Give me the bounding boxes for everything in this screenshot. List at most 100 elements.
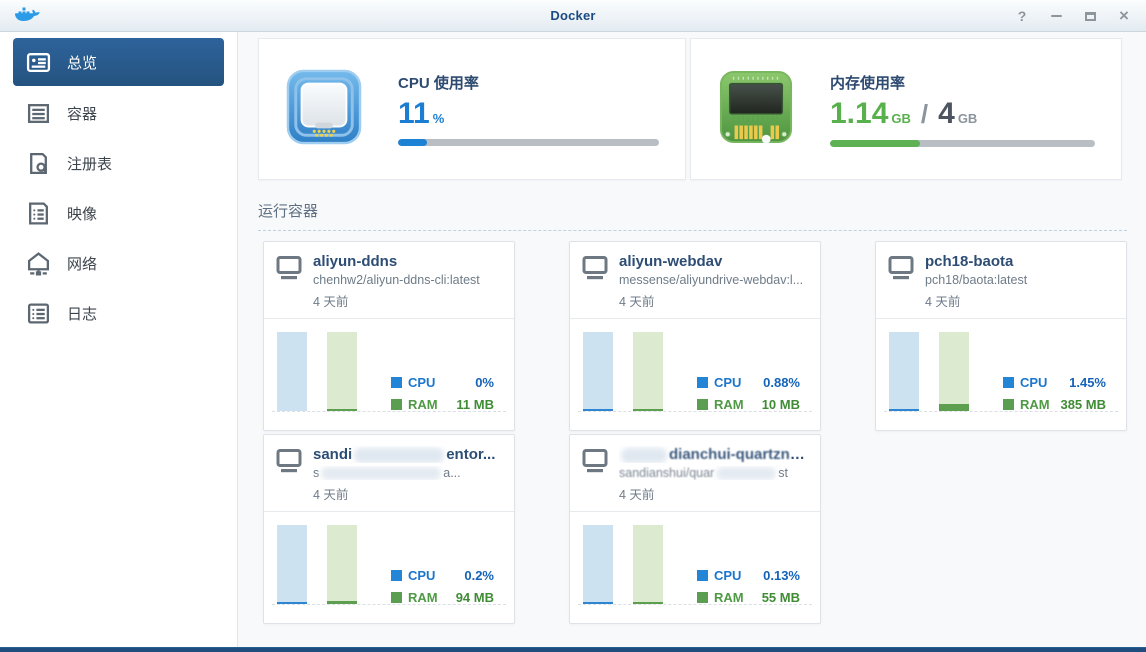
cpu-bar <box>277 525 307 604</box>
sidebar-item-overview[interactable]: 总览 <box>13 38 224 86</box>
sidebar-item-label: 容器 <box>67 105 98 123</box>
ram-bar <box>327 332 357 411</box>
chart-baseline <box>578 604 812 605</box>
container-card-aliyun-webdav[interactable]: aliyun-webdav messense/aliyundrive-webda… <box>569 241 821 431</box>
container-monitor-icon <box>276 446 302 511</box>
sidebar-item-label: 网络 <box>67 255 98 273</box>
cpu-bar <box>583 332 613 411</box>
running-containers-header: 运行容器 <box>258 200 1127 231</box>
container-monitor-icon <box>582 446 608 511</box>
containers-icon <box>25 100 51 126</box>
cpu-value: 0.88% <box>763 375 800 390</box>
ram-bar <box>633 332 663 411</box>
ram-value: 385 MB <box>1060 397 1106 412</box>
cpu-usage-value: 11 % <box>398 97 445 130</box>
overview-icon <box>25 49 51 75</box>
usage-bars <box>889 332 969 411</box>
cpu-legend-swatch <box>391 570 402 581</box>
ram-bar <box>939 332 969 411</box>
usage-bars <box>583 525 663 604</box>
help-button[interactable]: ? <box>1017 8 1027 24</box>
sidebar-item-label: 总览 <box>67 54 98 72</box>
ram-value: 11 MB <box>456 397 494 412</box>
usage-legend: CPU 0.2% RAM 94 MB <box>391 561 494 605</box>
container-age: 4 天前 <box>619 488 655 503</box>
cpu-value: 0.2% <box>464 568 494 583</box>
container-image: sandianshui/quar st <box>619 466 788 481</box>
cpu-legend-swatch <box>697 570 708 581</box>
container-card-aliyun-ddns[interactable]: aliyun-ddns chenhw2/aliyun-ddns-cli:late… <box>263 241 515 431</box>
usage-bars <box>583 332 663 411</box>
cpu-legend-swatch <box>697 377 708 388</box>
container-name: aliyun-ddns <box>313 253 398 270</box>
ram-legend-swatch <box>391 592 402 603</box>
chart-baseline <box>272 604 506 605</box>
container-card-redacted-2[interactable]: dianchui-quartzno .. sandianshui/quar st … <box>569 434 821 624</box>
cpu-legend-swatch <box>391 377 402 388</box>
ram-bar <box>327 525 357 604</box>
summary-row: CPU 使用率 11 % <box>258 38 1127 180</box>
container-monitor-icon <box>582 253 608 318</box>
container-image: messense/aliyundrive-webdav:l... <box>619 273 804 287</box>
container-card-redacted-1[interactable]: sandi entor... s a... 4 天前 CPU 0.2% RAM 94 M… <box>263 434 515 624</box>
container-card-pch18-baota[interactable]: pch18-baota pch18/baota:latest 4 天前 CPU 1… <box>875 241 1127 431</box>
sidebar-item-network[interactable]: 网络 <box>13 238 224 288</box>
container-grid: aliyun-ddns chenhw2/aliyun-ddns-cli:late… <box>258 241 1127 624</box>
window-controls: ? × <box>1012 0 1134 32</box>
overview-content: CPU 使用率 11 % <box>238 32 1146 647</box>
container-image: pch18/baota:latest <box>925 273 1028 287</box>
close-button[interactable]: × <box>1119 6 1129 25</box>
sidebar-item-containers[interactable]: 容器 <box>13 88 224 138</box>
docker-whale-icon <box>14 6 40 26</box>
container-monitor-icon <box>276 253 302 318</box>
log-icon <box>25 300 51 326</box>
maximize-button[interactable] <box>1080 7 1100 25</box>
cpu-usage-card: CPU 使用率 11 % <box>258 38 686 180</box>
usage-legend: CPU 0.13% RAM 55 MB <box>697 561 800 605</box>
cpu-usage-label: CPU 使用率 <box>398 75 479 92</box>
network-icon <box>25 250 51 276</box>
memory-usage-card: 内存使用率 1.14 GB / 4 GB <box>690 38 1122 180</box>
sidebar-item-label: 注册表 <box>67 155 113 173</box>
chart-baseline <box>272 411 506 412</box>
usage-bars <box>277 332 357 411</box>
sidebar-item-images[interactable]: 映像 <box>13 188 224 238</box>
window-title: Docker <box>550 8 596 23</box>
sidebar-item-logs[interactable]: 日志 <box>13 288 224 338</box>
memory-usage-label: 内存使用率 <box>830 74 906 92</box>
chart-baseline <box>884 411 1118 412</box>
ram-chip-icon <box>718 69 794 150</box>
container-age: 4 天前 <box>313 295 349 309</box>
minimize-button[interactable] <box>1046 7 1066 25</box>
usage-legend: CPU 0% RAM 11 MB <box>391 368 494 412</box>
ram-value: 94 MB <box>455 590 494 605</box>
sidebar: 总览 容器 注册表 <box>0 32 238 647</box>
container-name: sandi entor... <box>313 446 496 463</box>
cpu-legend-swatch <box>1003 377 1014 388</box>
window-bottom-edge <box>0 647 1146 652</box>
container-name: aliyun-webdav <box>619 253 723 270</box>
container-age: 4 天前 <box>925 295 961 309</box>
redaction-blur <box>354 447 445 463</box>
sidebar-item-label: 日志 <box>67 305 98 323</box>
sidebar-item-label: 映像 <box>67 205 98 223</box>
ram-value: 55 MB <box>761 590 800 605</box>
container-age: 4 天前 <box>313 488 349 503</box>
usage-bars <box>277 525 357 604</box>
memory-progress-bar <box>830 139 1095 147</box>
cpu-progress-bar <box>398 139 659 146</box>
container-image: s a... <box>313 466 461 481</box>
redaction-blur <box>716 467 777 481</box>
ram-legend-swatch <box>697 399 708 410</box>
sidebar-item-registry[interactable]: 注册表 <box>13 138 224 188</box>
redaction-blur <box>321 467 442 481</box>
container-monitor-icon <box>888 253 914 318</box>
cpu-bar <box>583 525 613 604</box>
ram-legend-swatch <box>1003 399 1014 410</box>
usage-legend: CPU 0.88% RAM 10 MB <box>697 368 800 412</box>
cpu-bar <box>889 332 919 411</box>
registry-icon <box>25 150 51 176</box>
redaction-blur <box>621 447 667 463</box>
cpu-value: 0% <box>475 375 494 390</box>
